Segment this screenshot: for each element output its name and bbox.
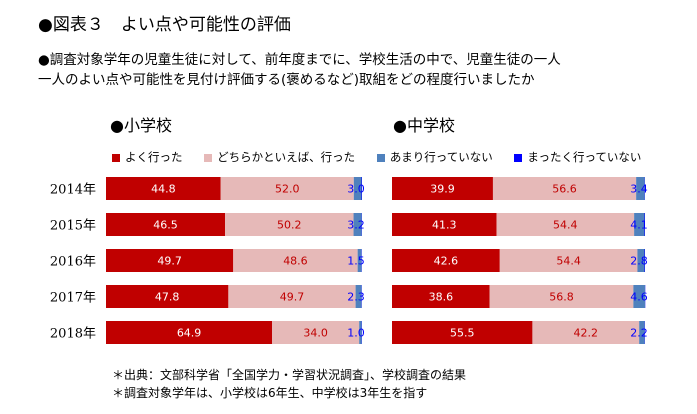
data-label: 47.8 <box>155 291 180 304</box>
data-label: 2.8 <box>630 255 648 268</box>
legend-item: あまり行っていない <box>376 150 493 164</box>
legend-label: どちらかといえば、行った <box>217 150 356 164</box>
bar-segment <box>106 213 226 236</box>
legend-item: よく行った <box>112 150 183 164</box>
data-label: 2.3 <box>347 291 365 304</box>
data-label: 3.0 <box>347 183 365 196</box>
legend-label: よく行った <box>125 150 183 164</box>
legend-label: あまり行っていない <box>389 150 493 164</box>
source-notes: ＊出典：文部科学省「全国学力・学習状況調査」、学校調査の結果 ＊調査対象学年は、… <box>112 366 466 402</box>
category-label: 2018年 <box>50 327 96 342</box>
data-label: 44.8 <box>151 183 176 196</box>
category-label: 2017年 <box>50 291 96 306</box>
data-label: 49.7 <box>157 255 182 268</box>
bar-segment <box>361 177 362 200</box>
bar-segment <box>644 213 645 236</box>
bar-segment <box>359 321 362 344</box>
bar-segment <box>499 249 638 272</box>
legend-swatch <box>376 153 385 162</box>
data-label: 4.6 <box>630 291 648 304</box>
data-label: 42.6 <box>434 255 459 268</box>
question-text: ●調査対象学年の児童生徒に対して、前年度までに、学校生活の中で、児童生徒の一人 … <box>38 50 561 90</box>
source-line: ＊出典：文部科学省「全国学力・学習状況調査」、学校調査の結果 <box>112 368 467 382</box>
bar-segment <box>636 177 645 200</box>
bar-segment <box>634 213 645 236</box>
elementary-panel-title: ●小学校 <box>110 116 172 135</box>
category-label: 2015年 <box>50 219 96 234</box>
bar-segment <box>639 321 645 344</box>
data-label: 49.7 <box>280 291 305 304</box>
bar-segment <box>220 177 354 200</box>
bar-segment <box>392 321 533 344</box>
bar-segment <box>644 249 645 272</box>
question-line-2: 一人のよい点や可能性を見付け評価する(褒めるなど)取組をどの程度行いましたか <box>38 72 535 88</box>
data-label: 54.4 <box>556 255 581 268</box>
data-label: 48.6 <box>283 255 308 268</box>
bar-segment <box>272 321 360 344</box>
data-label: 3.2 <box>347 219 365 232</box>
bar-segment <box>532 321 640 344</box>
junior-high-panel-title: ●中学校 <box>393 116 455 135</box>
category-label: 2016年 <box>50 255 96 270</box>
bar-segment <box>496 213 635 236</box>
data-label: 56.6 <box>552 183 577 196</box>
category-label: 2014年 <box>50 183 96 198</box>
data-label: 64.9 <box>177 327 202 340</box>
bar-segment <box>233 249 358 272</box>
bar-segment <box>392 285 490 308</box>
data-label: 1.0 <box>347 327 365 340</box>
bar-segment <box>353 213 362 236</box>
bar-segment <box>228 285 356 308</box>
bar-segment <box>355 285 362 308</box>
legend-item: まったく行っていない <box>514 150 641 164</box>
bar-segment <box>392 213 497 236</box>
data-label: 1.5 <box>347 255 365 268</box>
bar-segment <box>225 213 354 236</box>
data-label: 4.1 <box>630 219 648 232</box>
data-label: 2.2 <box>630 327 648 340</box>
legend: よく行った どちらかといえば、行った あまり行っていない まったく行っていない <box>112 149 659 165</box>
bar-segment <box>392 249 500 272</box>
bar-segment <box>353 177 362 200</box>
data-label: 41.3 <box>432 219 457 232</box>
data-label: 52.0 <box>275 183 300 196</box>
bar-segment <box>106 321 273 344</box>
bar-segment <box>489 285 634 308</box>
question-line-1: ●調査対象学年の児童生徒に対して、前年度までに、学校生活の中で、児童生徒の一人 <box>38 52 561 68</box>
bar-segment <box>492 177 637 200</box>
data-label: 46.5 <box>153 219 178 232</box>
legend-swatch <box>112 153 120 162</box>
bar-segment <box>637 249 645 272</box>
data-label: 54.4 <box>553 219 578 232</box>
data-label: 34.0 <box>303 327 328 340</box>
data-label: 56.8 <box>549 291 574 304</box>
data-label: 38.6 <box>429 291 454 304</box>
bar-segment <box>106 249 234 272</box>
bar-segment <box>633 285 645 308</box>
data-label: 55.5 <box>450 327 475 340</box>
bar-segment <box>357 249 362 272</box>
legend-swatch <box>204 153 213 162</box>
data-label: 3.4 <box>630 183 648 196</box>
legend-item: どちらかといえば、行った <box>204 150 355 164</box>
data-label: 42.2 <box>574 327 599 340</box>
bar-segment <box>106 285 229 308</box>
data-label: 50.2 <box>277 219 302 232</box>
figure-title: ●図表３ よい点や可能性の評価 <box>38 15 291 35</box>
bar-segment <box>392 177 493 200</box>
legend-swatch <box>514 153 523 162</box>
data-label: 39.9 <box>430 183 455 196</box>
legend-label: まったく行っていない <box>527 150 642 164</box>
target-grade-note: ＊調査対象学年は、小学校は6年生、中学校は3年生を指す <box>112 386 428 400</box>
bar-segment <box>106 177 221 200</box>
